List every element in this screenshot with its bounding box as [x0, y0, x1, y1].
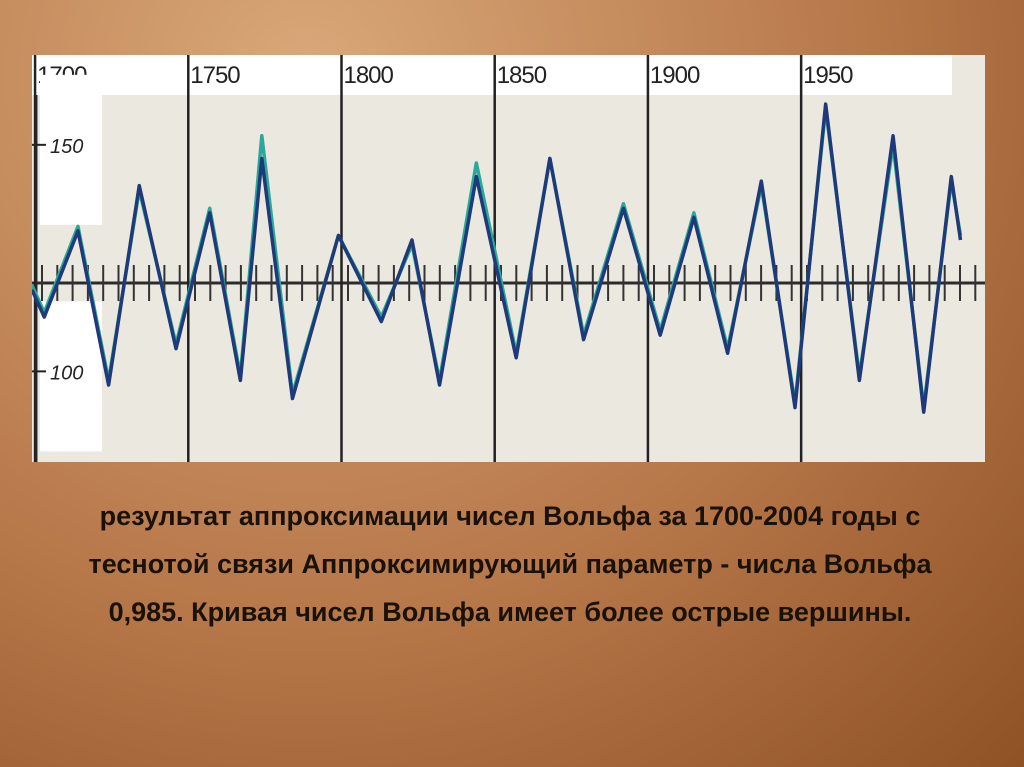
year-strip: [32, 55, 952, 95]
plot-background: [32, 55, 985, 462]
x-tick-label: 1900: [650, 62, 700, 89]
x-tick-label: 1750: [190, 62, 240, 89]
y-label-box: [40, 74, 102, 225]
x-tick-label: 1850: [497, 62, 547, 89]
y-tick-label: 100: [50, 362, 83, 384]
x-tick-label: 1950: [803, 62, 853, 89]
x-tick-label: 1800: [343, 62, 393, 89]
data-line: [32, 102, 963, 414]
y-label-box: [40, 301, 102, 452]
chart: 170017501800185019001950150100: [32, 55, 985, 462]
caption: результат аппроксимации чисел Вольфа за …: [88, 501, 932, 627]
y-tick-label: 150: [50, 136, 83, 158]
